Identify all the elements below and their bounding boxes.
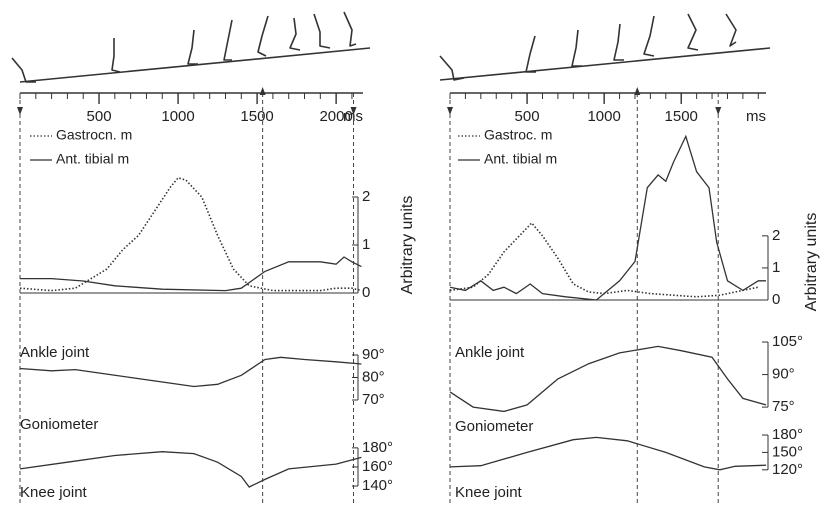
x-tick-label: 2000 [319,108,352,125]
y-tick-label: 180° [362,439,393,456]
panel-label: Ankle joint [455,344,525,361]
series-line [19,451,362,488]
x-axis-unit: ms [343,108,363,125]
x-tick-label: 1000 [587,108,620,125]
y-axis-label: Arbitrary units [803,213,820,312]
event-arrow [259,87,266,95]
event-arrow [634,87,641,95]
y-tick-label: 0 [362,284,370,301]
y-axis-label: Arbitrary units [399,196,416,295]
x-tick-label: 500 [515,108,540,125]
series-line [20,256,362,292]
goniometer-label: Goniometer [455,418,533,435]
y-tick-label: 2 [362,188,370,205]
y-tick-label: 2 [772,227,780,244]
y-tick-label: 120° [772,461,803,478]
x-tick-label: 1500 [240,108,273,125]
legend-label: Ant. tibial m [484,151,557,167]
series-line [19,356,362,388]
series-line [449,221,759,298]
x-tick-label: 1500 [665,108,698,125]
y-tick-label: 90° [362,346,385,363]
y-tick-label: 80° [362,368,385,385]
x-axis-unit: ms [746,108,766,125]
x-tick-label: 500 [87,108,112,125]
series-line [449,345,767,413]
y-tick-label: 160° [362,458,393,475]
y-tick-label: 70° [362,391,385,408]
panel-label: Knee joint [20,484,88,501]
series-line [449,134,766,301]
stick-figures [11,11,771,83]
event-arrow [715,107,722,115]
y-tick-label: 180° [772,426,803,443]
legend-label: Ant. tibial m [56,151,129,167]
panel-label: Ankle joint [20,344,90,361]
series-line [19,176,362,292]
y-tick-label: 1 [362,236,370,253]
event-arrow [350,107,357,115]
series-line [449,436,767,471]
goniometer-label: Goniometer [20,416,98,433]
y-tick-label: 105° [772,333,803,350]
y-tick-label: 90° [772,366,795,383]
y-tick-label: 0 [772,291,780,308]
y-tick-label: 150° [772,443,803,460]
panel-label: Knee joint [455,484,523,501]
legend-label: Gastroc. m [484,127,552,143]
event-arrow [17,107,23,115]
x-tick-label: 1000 [161,108,194,125]
y-tick-label: 75° [772,398,795,415]
legend-label: Gastrocn. m [56,127,132,143]
y-tick-label: 1 [772,259,780,276]
event-arrow [447,107,453,115]
y-tick-label: 140° [362,477,393,494]
